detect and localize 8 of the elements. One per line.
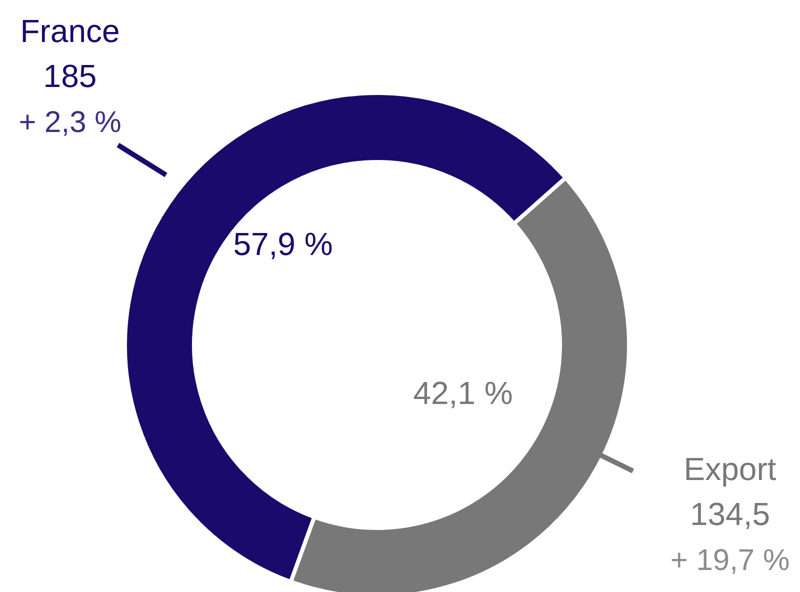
slice-label: France [20, 13, 120, 49]
text: 57,9 % [233, 226, 333, 262]
text: 42,1 % [413, 375, 513, 411]
legend-label: Export [684, 451, 776, 487]
data-label: 185 [43, 58, 97, 94]
text: + 2,3 % [18, 106, 122, 139]
text: + 19,7 % [670, 544, 790, 577]
data-label: 134,5 [690, 496, 770, 532]
